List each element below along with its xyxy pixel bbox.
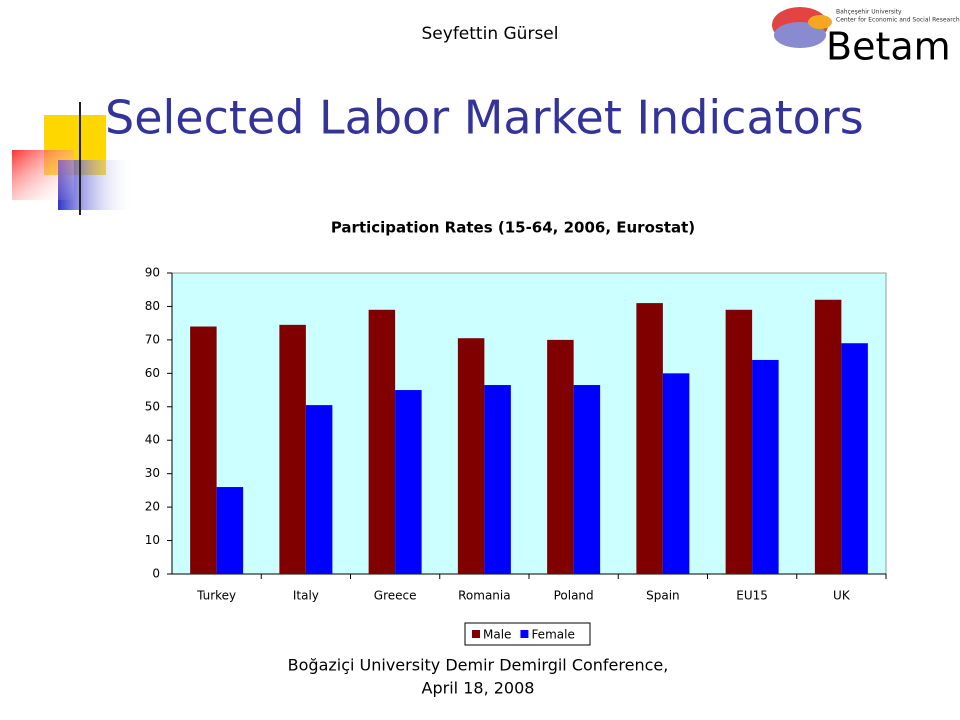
legend-swatch xyxy=(472,630,480,638)
y-tick-label: 80 xyxy=(145,299,160,313)
bar xyxy=(484,385,511,574)
bar xyxy=(573,385,601,574)
logo: Bahçeşehir University Center for Economi… xyxy=(772,7,960,69)
logo-name: Betam xyxy=(826,25,951,69)
slide-title: Selected Labor Market Indicators xyxy=(105,91,864,145)
chart-title: Participation Rates (15-64, 2006, Eurost… xyxy=(331,219,695,237)
footer-line: Boğaziçi University Demir Demirgil Confe… xyxy=(288,656,669,675)
logo-center: Center for Economic and Social Research xyxy=(836,17,960,24)
x-tick-label: Greece xyxy=(374,589,417,603)
footer-line: April 18, 2008 xyxy=(422,679,535,698)
x-tick-label: UK xyxy=(833,589,851,603)
plot-area xyxy=(171,272,887,575)
y-tick-label: 30 xyxy=(145,466,160,480)
bar xyxy=(547,339,574,574)
y-tick-label: 40 xyxy=(145,433,160,447)
y-tick-label: 0 xyxy=(152,567,160,581)
bar xyxy=(752,359,779,574)
bar xyxy=(725,309,753,574)
x-tick-label: Poland xyxy=(554,589,594,603)
legend-swatch xyxy=(520,630,529,638)
y-tick-label: 10 xyxy=(145,533,160,547)
author: Seyfettin Gürsel xyxy=(422,24,559,44)
logo-university: Bahçeşehir University xyxy=(836,9,902,16)
x-tick-label: Turkey xyxy=(196,589,236,603)
legend-label: Female xyxy=(531,628,574,642)
y-tick-label: 20 xyxy=(145,500,160,514)
bar xyxy=(305,405,333,574)
decoration xyxy=(12,102,860,215)
x-tick-label: EU15 xyxy=(736,589,768,603)
x-tick-label: Italy xyxy=(293,589,319,603)
bar xyxy=(662,373,690,574)
bar xyxy=(368,309,396,574)
bar xyxy=(279,324,306,574)
bar xyxy=(395,390,422,574)
x-tick-label: Romania xyxy=(458,589,510,603)
y-tick-label: 50 xyxy=(145,399,160,413)
legend-label: Male xyxy=(483,628,511,642)
bar xyxy=(814,299,842,574)
x-tick-label: Spain xyxy=(646,589,680,603)
bar xyxy=(190,326,217,574)
bar xyxy=(216,487,244,574)
bar xyxy=(636,303,663,574)
bar xyxy=(841,343,868,574)
y-tick-label: 60 xyxy=(145,366,160,380)
bar xyxy=(457,338,485,574)
y-tick-label: 70 xyxy=(145,332,160,346)
y-tick-label: 90 xyxy=(145,266,160,280)
